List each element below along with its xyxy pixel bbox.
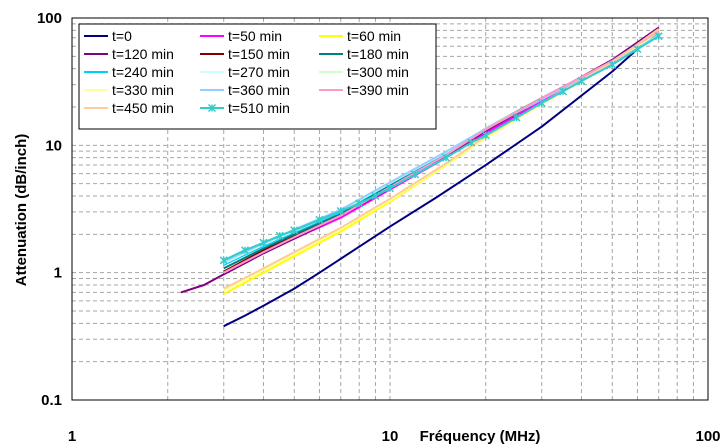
legend-item: t=60 min	[319, 28, 401, 44]
data-point	[558, 87, 568, 96]
legend-label: t=450 min	[112, 100, 174, 116]
data-point	[290, 226, 299, 235]
data-point	[512, 113, 521, 122]
data-point	[608, 60, 617, 69]
legend-item: t=120 min	[84, 46, 174, 62]
series-t-510-min	[219, 32, 663, 265]
legend-label: t=0	[112, 28, 132, 44]
legend-item: t=510 min	[200, 100, 290, 116]
data-point	[315, 215, 324, 224]
data-point	[577, 76, 586, 86]
legend-item: t=150 min	[200, 46, 290, 62]
tick-labels: 1 10 100 0.1 1 10 100	[37, 10, 721, 444]
legend-label: t=270 min	[228, 64, 290, 80]
legend-label: t=120 min	[112, 46, 174, 62]
legend-label: t=180 min	[347, 46, 409, 62]
data-point	[355, 199, 364, 208]
legend-label: t=300 min	[347, 64, 409, 80]
y-tick-label: 0.1	[41, 392, 62, 409]
data-point	[411, 170, 420, 179]
y-tick-label: 10	[45, 137, 62, 154]
legend-item: t=180 min	[319, 46, 409, 62]
data-point	[467, 138, 476, 147]
data-point	[537, 98, 546, 108]
legend-label: t=510 min	[228, 100, 290, 116]
legend-item: t=360 min	[200, 82, 290, 98]
series-layer	[180, 26, 663, 328]
legend-label: t=240 min	[112, 64, 174, 80]
data-point	[219, 256, 228, 265]
data-point	[371, 191, 380, 201]
legend-item: t=450 min	[84, 100, 174, 116]
data-point	[240, 246, 250, 255]
legend-item: t=0	[84, 28, 132, 44]
data-point	[481, 131, 490, 140]
legend-item: t=50 min	[200, 28, 282, 44]
data-point	[259, 238, 268, 247]
series-line	[223, 29, 660, 328]
legend-label: t=50 min	[228, 28, 282, 44]
data-point	[336, 206, 345, 216]
x-tick-label: 10	[382, 428, 399, 444]
legend-label: t=150 min	[228, 46, 290, 62]
x-tick-label: 100	[695, 428, 720, 444]
legend-label: t=60 min	[347, 28, 401, 44]
data-point	[654, 32, 663, 41]
legend-item: t=390 min	[319, 82, 409, 98]
series-t-0	[223, 29, 660, 328]
data-point	[385, 184, 395, 193]
data-point	[275, 231, 284, 240]
legend-item: t=300 min	[319, 64, 409, 80]
legend-item: t=240 min	[84, 64, 174, 80]
plot-frame	[71, 17, 709, 401]
data-point	[441, 153, 451, 162]
legend-label: t=330 min	[112, 82, 174, 98]
x-tick-label: 1	[68, 428, 76, 444]
legend-label: t=390 min	[347, 82, 409, 98]
data-point	[633, 45, 642, 54]
y-tick-label: 1	[54, 265, 62, 282]
legend-label: t=360 min	[228, 82, 290, 98]
y-tick-label: 100	[37, 10, 62, 27]
legend: t=0 t=50 min t=60 min t=120 min t=150 min t=1…	[78, 23, 437, 130]
y-axis-title: Attenuation (dB/inch)	[13, 134, 30, 286]
legend-item: t=270 min	[200, 64, 290, 80]
legend-frame	[78, 23, 437, 130]
x-axis-title: Fréquency (MHz)	[420, 428, 541, 444]
legend-item: t=330 min	[84, 82, 174, 98]
